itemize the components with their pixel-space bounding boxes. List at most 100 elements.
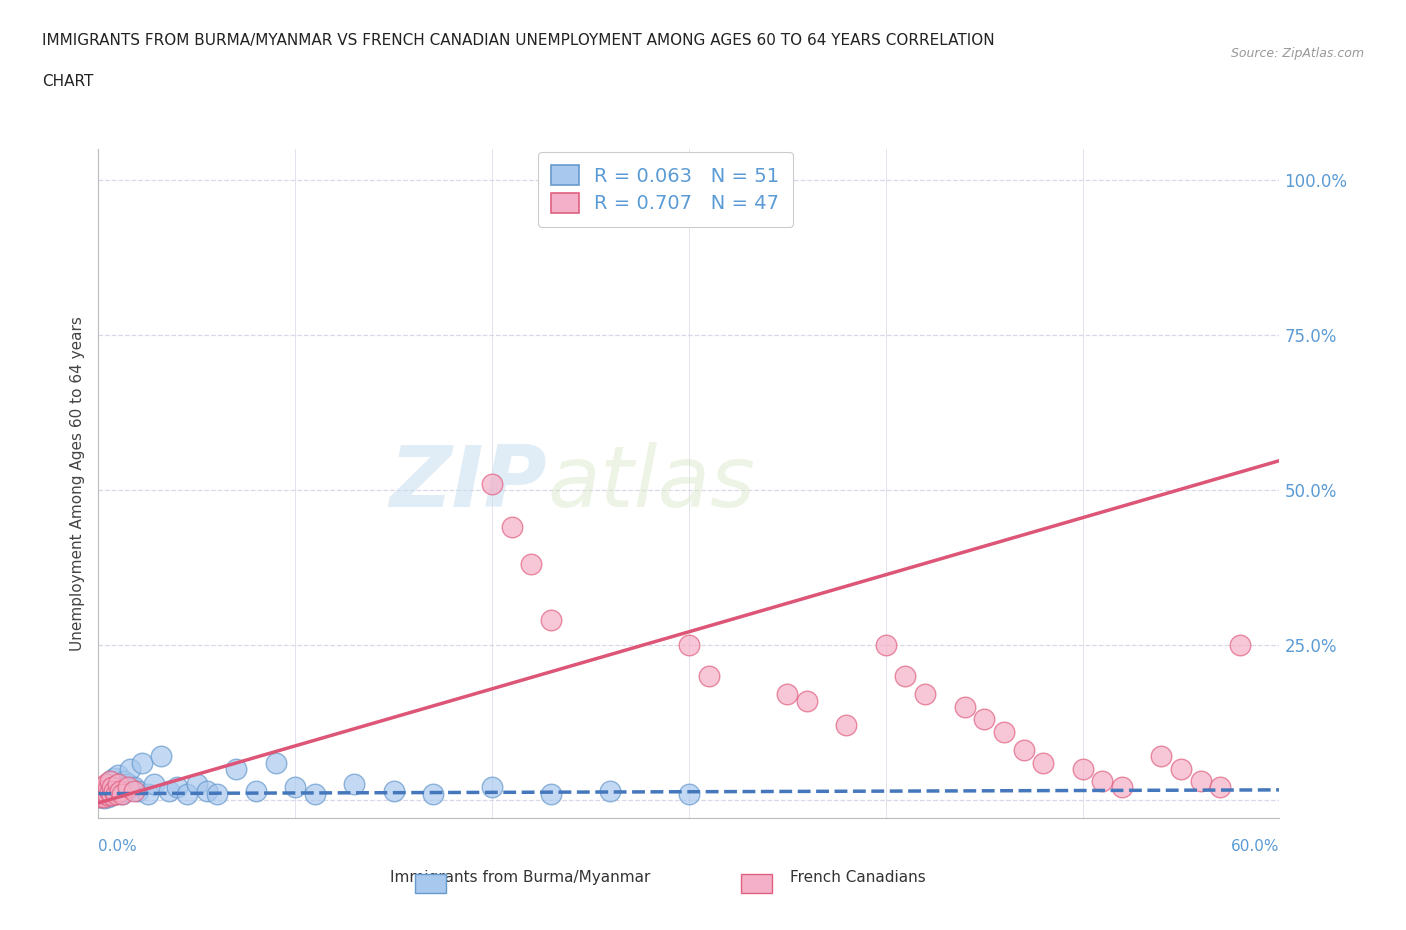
Point	[382, 783, 405, 798]
Point	[89, 790, 111, 804]
Text: atlas: atlas	[547, 442, 755, 525]
Point	[599, 783, 621, 798]
Point	[97, 777, 120, 791]
Point	[1012, 743, 1035, 758]
Point	[105, 786, 128, 801]
Point	[93, 780, 115, 795]
Point	[115, 783, 138, 798]
Point	[678, 637, 700, 652]
Point	[157, 783, 180, 798]
Point	[520, 557, 543, 572]
Text: 60.0%: 60.0%	[1232, 839, 1279, 854]
Point	[93, 785, 115, 800]
Point	[205, 786, 228, 801]
Point	[142, 777, 165, 791]
Point	[101, 780, 124, 795]
Point	[93, 790, 115, 805]
Point	[96, 781, 118, 796]
Point	[481, 780, 503, 795]
Point	[1111, 780, 1133, 795]
Point	[245, 783, 267, 798]
Text: Immigrants from Burma/Myanmar: Immigrants from Burma/Myanmar	[389, 870, 651, 884]
Point	[97, 781, 120, 796]
Text: 0.0%: 0.0%	[98, 839, 138, 854]
Point	[150, 749, 173, 764]
Point	[91, 786, 114, 801]
Point	[91, 783, 114, 798]
Y-axis label: Unemployment Among Ages 60 to 64 years: Unemployment Among Ages 60 to 64 years	[70, 316, 86, 651]
Point	[101, 788, 124, 803]
Point	[1189, 774, 1212, 789]
Point	[112, 774, 135, 789]
Point	[284, 780, 307, 795]
Point	[89, 790, 111, 804]
Point	[103, 785, 125, 800]
Point	[166, 780, 188, 795]
Point	[98, 785, 121, 800]
Point	[1071, 762, 1094, 777]
Point	[103, 771, 125, 786]
Point	[835, 718, 858, 733]
Point	[176, 786, 198, 801]
Legend: R = 0.063   N = 51, R = 0.707   N = 47: R = 0.063 N = 51, R = 0.707 N = 47	[537, 152, 793, 227]
Point	[89, 783, 111, 798]
Point	[1170, 762, 1192, 777]
Point	[186, 777, 208, 791]
Point	[117, 780, 139, 795]
Point	[108, 777, 131, 791]
Point	[195, 783, 218, 798]
Point	[136, 786, 159, 801]
Point	[118, 762, 141, 777]
Point	[96, 777, 118, 791]
Point	[91, 788, 114, 803]
Point	[111, 786, 134, 801]
Text: IMMIGRANTS FROM BURMA/MYANMAR VS FRENCH CANADIAN UNEMPLOYMENT AMONG AGES 60 TO 6: IMMIGRANTS FROM BURMA/MYANMAR VS FRENCH …	[42, 33, 995, 47]
Point	[1150, 749, 1173, 764]
Point	[1209, 780, 1232, 795]
Point	[93, 790, 115, 804]
Point	[97, 788, 120, 803]
Point	[93, 783, 115, 798]
Point	[953, 699, 976, 714]
Point	[98, 783, 121, 798]
Point	[111, 786, 134, 801]
Point	[973, 711, 995, 726]
Point	[108, 783, 131, 798]
Point	[304, 786, 326, 801]
Point	[501, 520, 523, 535]
Point	[103, 783, 125, 798]
Point	[697, 669, 720, 684]
Point	[127, 783, 149, 798]
Point	[101, 780, 124, 795]
Point	[1032, 755, 1054, 770]
Point	[105, 786, 128, 801]
Point	[96, 786, 118, 801]
Text: ZIP: ZIP	[389, 442, 547, 525]
Point	[122, 783, 145, 798]
Point	[481, 476, 503, 491]
Point	[122, 780, 145, 795]
Point	[540, 786, 562, 801]
Point	[422, 786, 444, 801]
Point	[98, 774, 121, 789]
Point	[96, 788, 118, 803]
Text: CHART: CHART	[42, 74, 94, 89]
Text: Source: ZipAtlas.com: Source: ZipAtlas.com	[1230, 46, 1364, 60]
Point	[678, 786, 700, 801]
Point	[98, 774, 121, 789]
Point	[131, 755, 153, 770]
Point	[89, 786, 111, 801]
Point	[776, 687, 799, 702]
Point	[1091, 774, 1114, 789]
Point	[264, 755, 287, 770]
Point	[97, 790, 120, 804]
Point	[993, 724, 1015, 739]
Point	[107, 767, 129, 782]
Point	[107, 783, 129, 798]
Point	[91, 780, 114, 795]
Point	[225, 762, 247, 777]
Point	[875, 637, 897, 652]
Point	[343, 777, 366, 791]
Point	[796, 693, 818, 708]
Point	[540, 613, 562, 628]
